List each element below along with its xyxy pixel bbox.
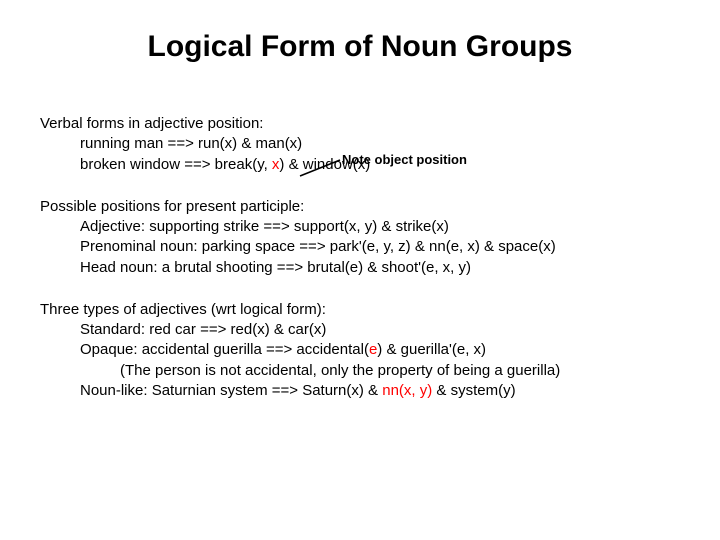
block3-line2-sub: (The person is not accidental, only the … xyxy=(120,361,680,381)
block2-line1: Adjective: supporting strike ==> support… xyxy=(80,217,680,237)
block2-line3: Head noun: a brutal shooting ==> brutal(… xyxy=(80,258,680,278)
block1-line2-a: broken window ==> break(y, xyxy=(80,156,272,173)
block-adjectives: Three types of adjectives (wrt logical f… xyxy=(40,300,680,401)
block2-head: Possible positions for present participl… xyxy=(40,197,680,217)
slide-title: Logical Form of Noun Groups xyxy=(40,30,680,64)
block1-line1-text: running man ==> run(x) & man(x) xyxy=(80,135,302,152)
block3-line3-nn: nn(x, y) xyxy=(382,382,432,399)
block3-head: Three types of adjectives (wrt logical f… xyxy=(40,300,680,320)
annotation-note-object-position: Note object position xyxy=(342,152,467,167)
block2-line2: Prenominal noun: parking space ==> park'… xyxy=(80,237,680,257)
block3-line3: Noun-like: Saturnian system ==> Saturn(x… xyxy=(80,381,680,401)
block3-line3-c: & system(y) xyxy=(432,382,515,399)
block3-line2-c: ) & guerilla'(e, x) xyxy=(377,341,486,358)
slide: Logical Form of Noun Groups Verbal forms… xyxy=(0,0,720,540)
block3-line2: Opaque: accidental guerilla ==> accident… xyxy=(80,340,680,360)
block3-line3-a: Noun-like: Saturnian system ==> Saturn(x… xyxy=(80,382,382,399)
block-participle: Possible positions for present participl… xyxy=(40,197,680,278)
block1-head: Verbal forms in adjective position: xyxy=(40,114,680,134)
block3-line1: Standard: red car ==> red(x) & car(x) xyxy=(80,320,680,340)
block3-line2-a: Opaque: accidental guerilla ==> accident… xyxy=(80,341,369,358)
